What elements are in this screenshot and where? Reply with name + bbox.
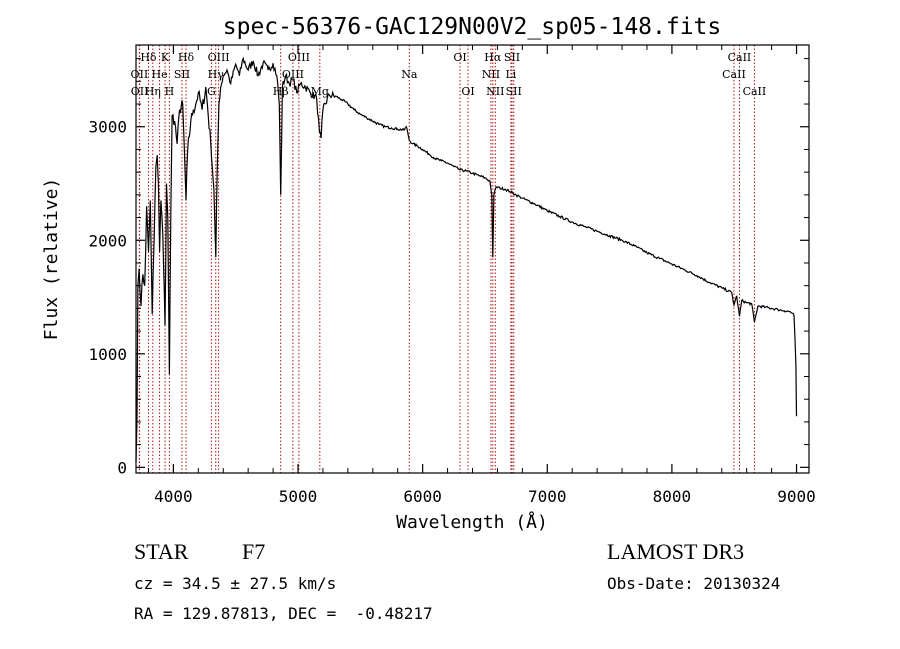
x-tick-label: 9000 (777, 487, 816, 506)
line-marker-label: NII (486, 85, 504, 98)
line-marker-label: OI (461, 85, 474, 98)
coordinates: RA = 129.87813, DEC = -0.48217 (134, 604, 433, 623)
y-axis-ticks: 0 1000 2000 3000 (88, 58, 809, 477)
y-tick-label: 1000 (88, 345, 127, 364)
x-tick-label: 5000 (279, 487, 318, 506)
x-tick-label: 8000 (653, 487, 692, 506)
y-tick-label: 2000 (88, 231, 127, 250)
line-marker-label: OIII (208, 51, 230, 64)
chart-title: spec-56376-GAC129N00V2_sp05-148.fits (223, 14, 722, 40)
x-axis-label: Wavelength (Å) (396, 511, 548, 533)
x-tick-label: 4000 (154, 487, 193, 506)
object-type: STAR (134, 539, 189, 564)
y-axis-label: Flux (relative) (41, 178, 62, 341)
plot-frame (135, 44, 810, 474)
survey-name: LAMOST DR3 (607, 539, 745, 564)
line-marker-label: OII (131, 85, 149, 98)
x-tick-label: 7000 (528, 487, 567, 506)
line-marker-label: OI (453, 51, 466, 64)
line-marker-label: K (161, 51, 170, 64)
line-marker-label: OII (131, 68, 149, 81)
line-marker-label: Li (505, 68, 516, 81)
x-tick-label: 6000 (403, 487, 442, 506)
line-marker-label: OIII (288, 51, 310, 64)
line-marker-label: Hδ (178, 51, 195, 64)
x-axis-ticks: 4000 5000 6000 7000 8000 9000 (147, 45, 816, 506)
redshift-cz: cz = 34.5 ± 27.5 km/s (134, 574, 337, 593)
line-marker-label: Hη (145, 85, 161, 98)
line-marker-label: SII (504, 51, 520, 64)
line-marker-label: Hγ (208, 68, 225, 81)
y-tick-label: 0 (117, 458, 127, 477)
y-tick-label: 3000 (88, 118, 127, 137)
line-marker-label: Hα (484, 51, 502, 64)
line-marker-label: H (165, 85, 175, 98)
line-marker-label: Na (401, 68, 418, 81)
spectrum-line (135, 56, 798, 462)
line-marker-label: CaII (722, 68, 746, 81)
line-marker-label: NII (482, 68, 500, 81)
line-marker-label: CaII (728, 51, 752, 64)
observation-date: Obs-Date: 20130324 (607, 574, 781, 593)
line-marker-label: He (152, 68, 168, 81)
line-marker-label: G (207, 85, 216, 98)
line-marker-label: SII (174, 68, 190, 81)
subclass: F7 (242, 539, 266, 564)
line-marker-label: Hδ (140, 51, 157, 64)
line-marker-label: SII (506, 85, 522, 98)
line-marker-label: Hβ (273, 85, 289, 98)
line-marker-label: CaII (743, 85, 767, 98)
